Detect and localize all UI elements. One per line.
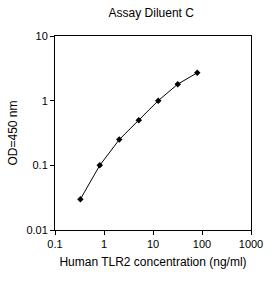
svg-text:0.1: 0.1 [33, 159, 48, 171]
svg-text:Human TLR2 concentration (ng/m: Human TLR2 concentration (ng/ml) [59, 255, 246, 269]
svg-text:10: 10 [147, 238, 159, 250]
svg-text:100: 100 [193, 238, 211, 250]
svg-text:OD=450 nm: OD=450 nm [6, 100, 20, 165]
svg-text:1: 1 [101, 238, 107, 250]
svg-text:1: 1 [42, 95, 48, 107]
svg-text:1000: 1000 [239, 238, 263, 250]
svg-text:0.1: 0.1 [47, 238, 62, 250]
svg-text:10: 10 [36, 30, 48, 42]
svg-text:0.01: 0.01 [26, 224, 47, 236]
svg-text:Assay Diluent C: Assay Diluent C [109, 6, 195, 20]
